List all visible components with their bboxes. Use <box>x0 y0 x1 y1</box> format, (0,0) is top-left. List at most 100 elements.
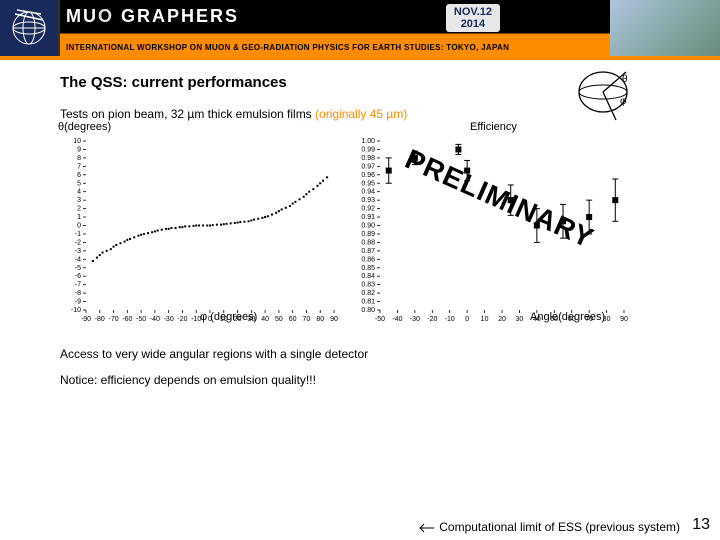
computational-limit-note: Computational limit of ESS (previous sys… <box>418 520 680 534</box>
svg-text:-30: -30 <box>410 316 420 323</box>
svg-text:0.94: 0.94 <box>361 189 375 196</box>
comp-limit-text: Computational limit of ESS (previous sys… <box>439 520 680 534</box>
svg-text:-9: -9 <box>75 299 81 306</box>
svg-text:0: 0 <box>77 223 81 230</box>
svg-text:30: 30 <box>516 316 524 323</box>
svg-text:80: 80 <box>316 316 324 323</box>
svg-text:0.81: 0.81 <box>361 299 375 306</box>
svg-text:1: 1 <box>77 214 81 221</box>
svg-text:0.84: 0.84 <box>361 273 375 280</box>
svg-text:7: 7 <box>77 163 81 170</box>
banner-title: MUO GRAPHERS <box>66 0 610 27</box>
svg-text:0.86: 0.86 <box>361 256 375 263</box>
svg-text:-70: -70 <box>108 316 118 323</box>
svg-text:-6: -6 <box>75 273 81 280</box>
brand-letter: M <box>66 6 83 26</box>
svg-text:0.85: 0.85 <box>361 265 375 272</box>
svg-text:-40: -40 <box>150 316 160 323</box>
chart1-svg: -10-9-8-7-6-5-4-3-2-1012345678910-90-80-… <box>60 135 340 330</box>
svg-text:-8: -8 <box>75 290 81 297</box>
svg-text:-60: -60 <box>122 316 132 323</box>
charts-row: θ(degrees) -10-9-8-7-6-5-4-3-2-101234567… <box>60 135 670 335</box>
chart2-xlabel: Angle(degrees) <box>530 311 605 323</box>
phi-label: φ <box>620 96 627 107</box>
chart1-xlabel: φ (degrees) <box>200 311 257 323</box>
svg-text:10: 10 <box>73 138 81 145</box>
svg-text:4: 4 <box>77 189 81 196</box>
svg-text:90: 90 <box>330 316 338 323</box>
svg-text:-7: -7 <box>75 282 81 289</box>
svg-text:2: 2 <box>77 206 81 213</box>
svg-text:0.87: 0.87 <box>361 248 375 255</box>
svg-text:0.90: 0.90 <box>361 223 375 230</box>
svg-text:0.91: 0.91 <box>361 214 375 221</box>
svg-text:-5: -5 <box>75 265 81 272</box>
svg-text:60: 60 <box>289 316 297 323</box>
svg-text:-10: -10 <box>71 307 81 314</box>
svg-text:10: 10 <box>481 316 489 323</box>
svg-text:-2: -2 <box>75 239 81 246</box>
conference-banner: MUO GRAPHERS NOV.12 2014 INTERNATIONAL W… <box>0 0 720 56</box>
svg-text:40: 40 <box>261 316 269 323</box>
banner-photo <box>610 0 720 56</box>
test-text: Tests on pion beam, 32 µm thick emulsion… <box>60 107 315 121</box>
svg-text:-80: -80 <box>95 316 105 323</box>
brand-letter-o: O <box>98 6 114 26</box>
svg-text:0.97: 0.97 <box>361 163 375 170</box>
theta-phi-chart: θ(degrees) -10-9-8-7-6-5-4-3-2-101234567… <box>60 135 340 335</box>
test-original: (originally 45 µm) <box>315 107 407 121</box>
svg-text:-40: -40 <box>392 316 402 323</box>
svg-text:-90: -90 <box>81 316 91 323</box>
page-number: 13 <box>692 516 710 534</box>
svg-text:-20: -20 <box>427 316 437 323</box>
sphere-angles-icon: θ φ <box>568 62 638 132</box>
svg-text:9: 9 <box>77 146 81 153</box>
slide-content: The QSS: current performances Tests on p… <box>0 60 720 540</box>
svg-text:0.93: 0.93 <box>361 197 375 204</box>
arrow-left-icon <box>418 523 436 533</box>
chart2-ylabel: Efficiency <box>470 121 517 133</box>
chart1-ylabel: θ(degrees) <box>58 121 111 133</box>
date-year: 2014 <box>461 18 485 30</box>
svg-text:-50: -50 <box>375 316 385 323</box>
svg-text:0.95: 0.95 <box>361 180 375 187</box>
svg-text:0.80: 0.80 <box>361 307 375 314</box>
svg-text:0.89: 0.89 <box>361 231 375 238</box>
svg-text:90: 90 <box>620 316 628 323</box>
svg-text:-1: -1 <box>75 231 81 238</box>
svg-text:-4: -4 <box>75 256 81 263</box>
svg-text:0.88: 0.88 <box>361 239 375 246</box>
svg-text:-3: -3 <box>75 248 81 255</box>
svg-text:5: 5 <box>77 180 81 187</box>
access-note: Access to very wide angular regions with… <box>60 347 670 361</box>
svg-text:-10: -10 <box>445 316 455 323</box>
globe-muon-icon <box>7 6 51 50</box>
theta-label: θ <box>622 74 628 85</box>
svg-text:-20: -20 <box>177 316 187 323</box>
svg-text:8: 8 <box>77 155 81 162</box>
svg-text:6: 6 <box>77 172 81 179</box>
banner-main: MUO GRAPHERS NOV.12 2014 INTERNATIONAL W… <box>60 0 610 56</box>
svg-text:0: 0 <box>465 316 469 323</box>
svg-text:0.99: 0.99 <box>361 146 375 153</box>
date-badge: NOV.12 2014 <box>446 4 500 32</box>
svg-text:50: 50 <box>275 316 283 323</box>
logo-box <box>0 0 60 56</box>
svg-text:3: 3 <box>77 197 81 204</box>
efficiency-chart: Efficiency 0.800.810.820.830.840.850.860… <box>350 135 630 335</box>
svg-text:0.92: 0.92 <box>361 206 375 213</box>
banner-subtitle: INTERNATIONAL WORKSHOP ON MUON & GEO-RAD… <box>66 43 509 52</box>
efficiency-note: Notice: efficiency depends on emulsion q… <box>60 373 670 387</box>
svg-text:-50: -50 <box>136 316 146 323</box>
svg-text:1.00: 1.00 <box>361 138 375 145</box>
brand-word: GRAPHERS <box>121 6 239 26</box>
svg-text:70: 70 <box>303 316 311 323</box>
svg-text:20: 20 <box>498 316 506 323</box>
brand-letter: U <box>83 6 98 26</box>
svg-text:-30: -30 <box>164 316 174 323</box>
svg-text:0.82: 0.82 <box>361 290 375 297</box>
svg-text:0.98: 0.98 <box>361 155 375 162</box>
date-top: NOV.12 <box>454 6 492 18</box>
svg-text:0.96: 0.96 <box>361 172 375 179</box>
svg-text:0.83: 0.83 <box>361 282 375 289</box>
